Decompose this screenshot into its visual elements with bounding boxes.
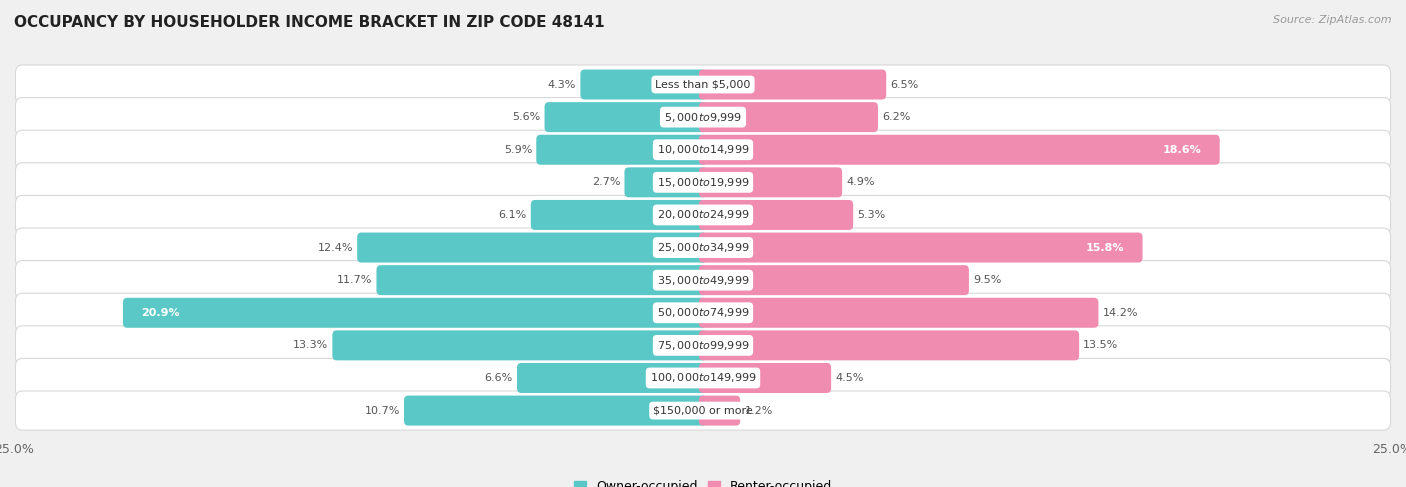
FancyBboxPatch shape [536, 135, 707, 165]
Text: $75,000 to $99,999: $75,000 to $99,999 [657, 339, 749, 352]
Text: 9.5%: 9.5% [973, 275, 1001, 285]
FancyBboxPatch shape [699, 168, 842, 197]
FancyBboxPatch shape [624, 168, 707, 197]
FancyBboxPatch shape [544, 102, 707, 132]
FancyBboxPatch shape [699, 330, 1080, 360]
Text: 13.5%: 13.5% [1083, 340, 1119, 350]
FancyBboxPatch shape [699, 395, 740, 426]
Text: 4.5%: 4.5% [835, 373, 863, 383]
FancyBboxPatch shape [332, 330, 707, 360]
FancyBboxPatch shape [377, 265, 707, 295]
FancyBboxPatch shape [517, 363, 707, 393]
Text: 12.4%: 12.4% [318, 243, 353, 253]
Text: 14.2%: 14.2% [1102, 308, 1137, 318]
Text: 1.2%: 1.2% [744, 406, 773, 415]
Text: 6.5%: 6.5% [890, 79, 918, 90]
Text: $100,000 to $149,999: $100,000 to $149,999 [650, 372, 756, 384]
FancyBboxPatch shape [699, 233, 1143, 262]
Text: 4.3%: 4.3% [548, 79, 576, 90]
FancyBboxPatch shape [15, 261, 1391, 300]
Text: 4.9%: 4.9% [846, 177, 875, 187]
FancyBboxPatch shape [15, 391, 1391, 430]
Text: 5.3%: 5.3% [858, 210, 886, 220]
FancyBboxPatch shape [15, 130, 1391, 169]
FancyBboxPatch shape [699, 265, 969, 295]
FancyBboxPatch shape [15, 97, 1391, 137]
FancyBboxPatch shape [531, 200, 707, 230]
Legend: Owner-occupied, Renter-occupied: Owner-occupied, Renter-occupied [574, 480, 832, 487]
FancyBboxPatch shape [699, 363, 831, 393]
FancyBboxPatch shape [122, 298, 707, 328]
FancyBboxPatch shape [15, 65, 1391, 104]
FancyBboxPatch shape [404, 395, 707, 426]
Text: 10.7%: 10.7% [364, 406, 399, 415]
Text: $15,000 to $19,999: $15,000 to $19,999 [657, 176, 749, 189]
FancyBboxPatch shape [699, 298, 1098, 328]
FancyBboxPatch shape [357, 233, 707, 262]
FancyBboxPatch shape [15, 163, 1391, 202]
Text: 6.6%: 6.6% [485, 373, 513, 383]
FancyBboxPatch shape [699, 200, 853, 230]
Text: $50,000 to $74,999: $50,000 to $74,999 [657, 306, 749, 319]
Text: 11.7%: 11.7% [337, 275, 373, 285]
FancyBboxPatch shape [581, 70, 707, 99]
FancyBboxPatch shape [15, 293, 1391, 332]
Text: 20.9%: 20.9% [141, 308, 180, 318]
Text: Source: ZipAtlas.com: Source: ZipAtlas.com [1274, 15, 1392, 25]
Text: $25,000 to $34,999: $25,000 to $34,999 [657, 241, 749, 254]
FancyBboxPatch shape [15, 195, 1391, 235]
FancyBboxPatch shape [699, 102, 877, 132]
Text: $35,000 to $49,999: $35,000 to $49,999 [657, 274, 749, 287]
FancyBboxPatch shape [15, 326, 1391, 365]
Text: 18.6%: 18.6% [1163, 145, 1202, 155]
Text: 5.6%: 5.6% [512, 112, 540, 122]
Text: $10,000 to $14,999: $10,000 to $14,999 [657, 143, 749, 156]
Text: 6.2%: 6.2% [882, 112, 911, 122]
Text: $20,000 to $24,999: $20,000 to $24,999 [657, 208, 749, 222]
Text: 13.3%: 13.3% [292, 340, 328, 350]
Text: $150,000 or more: $150,000 or more [654, 406, 752, 415]
FancyBboxPatch shape [699, 70, 886, 99]
Text: 6.1%: 6.1% [498, 210, 527, 220]
FancyBboxPatch shape [15, 358, 1391, 397]
Text: 15.8%: 15.8% [1085, 243, 1125, 253]
Text: 2.7%: 2.7% [592, 177, 620, 187]
Text: 5.9%: 5.9% [503, 145, 531, 155]
Text: Less than $5,000: Less than $5,000 [655, 79, 751, 90]
Text: $5,000 to $9,999: $5,000 to $9,999 [664, 111, 742, 124]
FancyBboxPatch shape [699, 135, 1220, 165]
Text: OCCUPANCY BY HOUSEHOLDER INCOME BRACKET IN ZIP CODE 48141: OCCUPANCY BY HOUSEHOLDER INCOME BRACKET … [14, 15, 605, 30]
FancyBboxPatch shape [15, 228, 1391, 267]
